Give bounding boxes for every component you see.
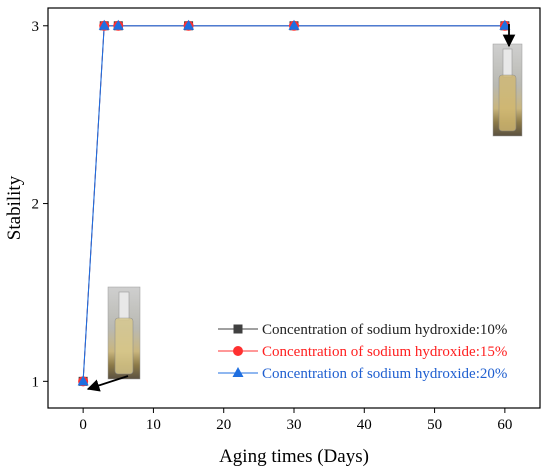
y-axis-ticks: 1 2 3 <box>32 19 48 390</box>
legend-item: Concentration of sodium hydroxide:20% <box>218 366 507 382</box>
photo-arrow <box>86 375 129 392</box>
x-tick-label: 20 <box>216 417 231 433</box>
x-tick-label: 50 <box>427 417 442 433</box>
x-tick-label: 10 <box>146 417 161 433</box>
legend-label: Concentration of sodium hydroxide:20% <box>262 366 507 382</box>
legend-marker <box>233 346 243 356</box>
legend-marker <box>233 324 243 334</box>
data-point <box>98 19 110 30</box>
x-tick-label: 60 <box>497 417 512 433</box>
x-axis-ticks: 0 10 20 30 40 50 60 <box>79 408 512 433</box>
data-point <box>77 375 89 386</box>
legend: Concentration of sodium hydroxide:10% Con… <box>218 322 507 382</box>
x-tick-label: 30 <box>287 417 302 433</box>
data-point <box>288 19 300 30</box>
legend-label: Concentration of sodium hydroxide:15% <box>262 344 507 360</box>
sample-vial-photo <box>107 286 141 380</box>
data-point <box>499 19 511 30</box>
sample-vial-photo <box>492 43 523 137</box>
x-tick-label: 40 <box>357 417 372 433</box>
y-tick-label: 3 <box>32 19 40 35</box>
series-line <box>82 25 505 382</box>
legend-item: Concentration of sodium hydroxide:15% <box>218 344 507 360</box>
series-3 <box>82 25 505 382</box>
y-tick-label: 1 <box>32 374 40 390</box>
x-tick-label: 0 <box>79 417 87 433</box>
x-axis-title: Aging times (Days) <box>219 446 369 467</box>
legend-label: Concentration of sodium hydroxide:10% <box>262 322 507 338</box>
y-tick-label: 2 <box>32 197 40 213</box>
legend-marker <box>232 367 244 377</box>
data-point <box>112 19 124 30</box>
y-axis-title: Stability <box>4 175 25 240</box>
series-3-points <box>77 19 511 386</box>
series-layer <box>77 19 511 387</box>
legend-item: Concentration of sodium hydroxide:10% <box>218 322 507 338</box>
data-point <box>183 19 195 30</box>
